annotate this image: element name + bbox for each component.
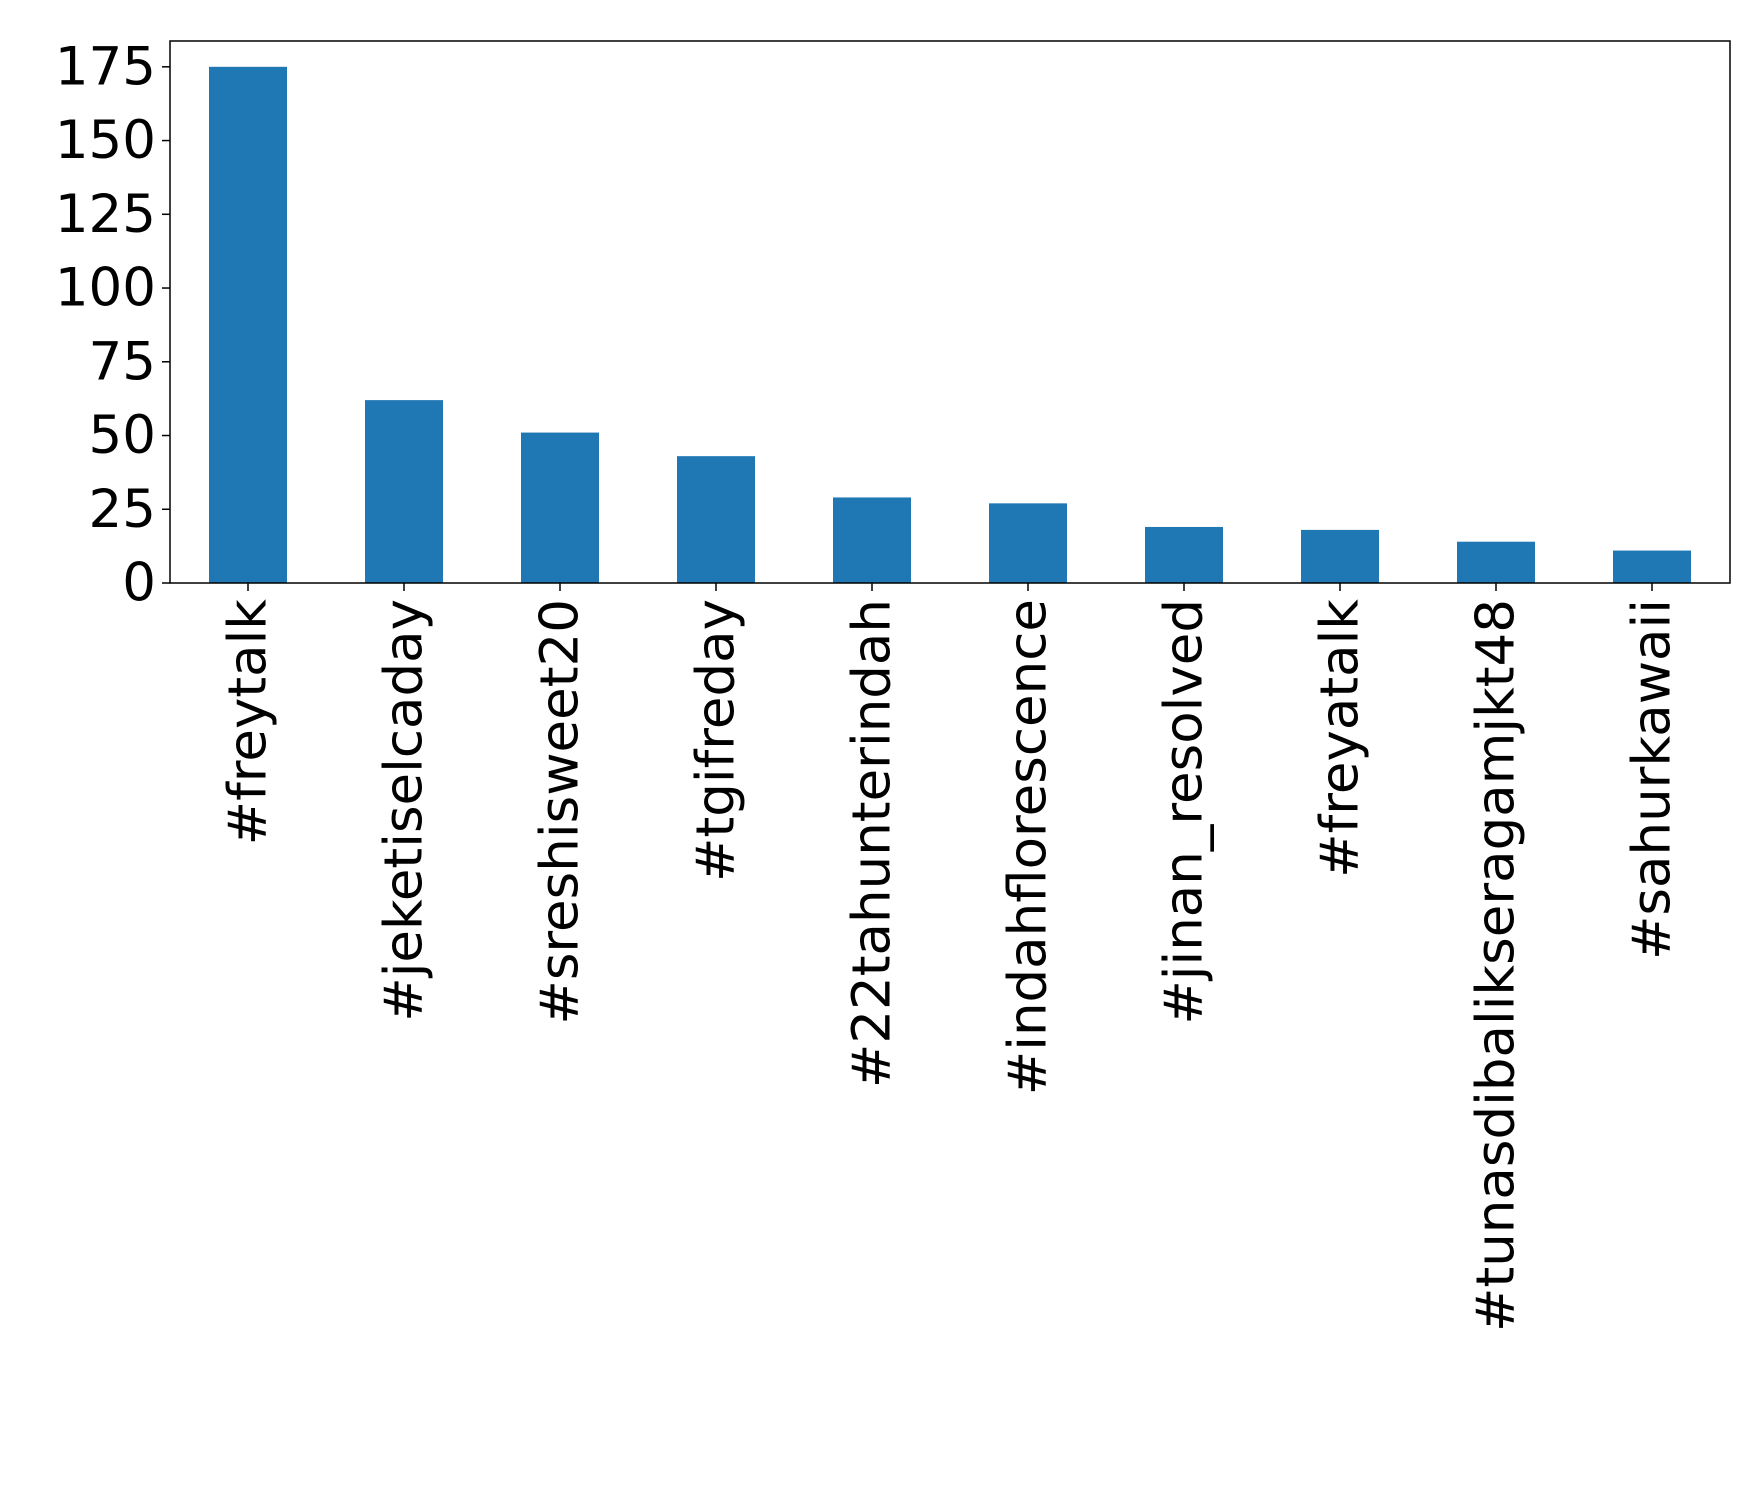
- x-tick-label: #jeketiselcaday: [374, 599, 435, 1022]
- bar-sahurkawaii: [1613, 550, 1691, 583]
- tick-labels-group: #freytalk #jeketiselcaday #sreshisweet20 #t…: [55, 36, 1683, 1332]
- x-tick-label: #22tahunterindah: [842, 599, 903, 1088]
- x-tick-label: #indahflorescence: [998, 599, 1059, 1095]
- bar-freyatalk: [1301, 529, 1379, 583]
- y-tick-label: 150: [55, 110, 156, 171]
- y-tick-label: 125: [55, 184, 156, 245]
- x-tick-label: #freytalk: [218, 599, 279, 846]
- bar-indahflorescence: [989, 503, 1067, 583]
- x-tick-label: #tunasdibalikseragamjkt48: [1466, 599, 1527, 1332]
- y-tick-label: 50: [89, 405, 156, 466]
- bar-sreshisweet20: [521, 432, 599, 583]
- bar-jinan_resolved: [1145, 526, 1223, 583]
- plot-frame: [169, 40, 1731, 584]
- y-tick-label: 75: [89, 331, 156, 392]
- y-tick-label: 100: [55, 258, 156, 319]
- bar-22tahunterindah: [833, 497, 911, 583]
- bar-tgifreday: [677, 456, 755, 583]
- y-tick-label: 25: [89, 479, 156, 540]
- bar-jeketiselcaday: [365, 400, 443, 583]
- x-tick-label: #tgifreday: [686, 599, 747, 882]
- bars-group: [209, 66, 1691, 584]
- bar-tunasdibalikseragamjkt48: [1457, 541, 1535, 583]
- x-tick-label: #sreshisweet20: [530, 599, 591, 1025]
- ticks-group: [162, 66, 1653, 591]
- x-tick-label: #sahurkawaii: [1622, 599, 1683, 960]
- x-tick-label: #freyatalk: [1310, 599, 1371, 878]
- x-tick-label: #jinan_resolved: [1154, 599, 1215, 1025]
- bar-freytalk: [209, 66, 287, 584]
- y-tick-label: 0: [122, 553, 156, 614]
- y-tick-label: 175: [55, 36, 156, 97]
